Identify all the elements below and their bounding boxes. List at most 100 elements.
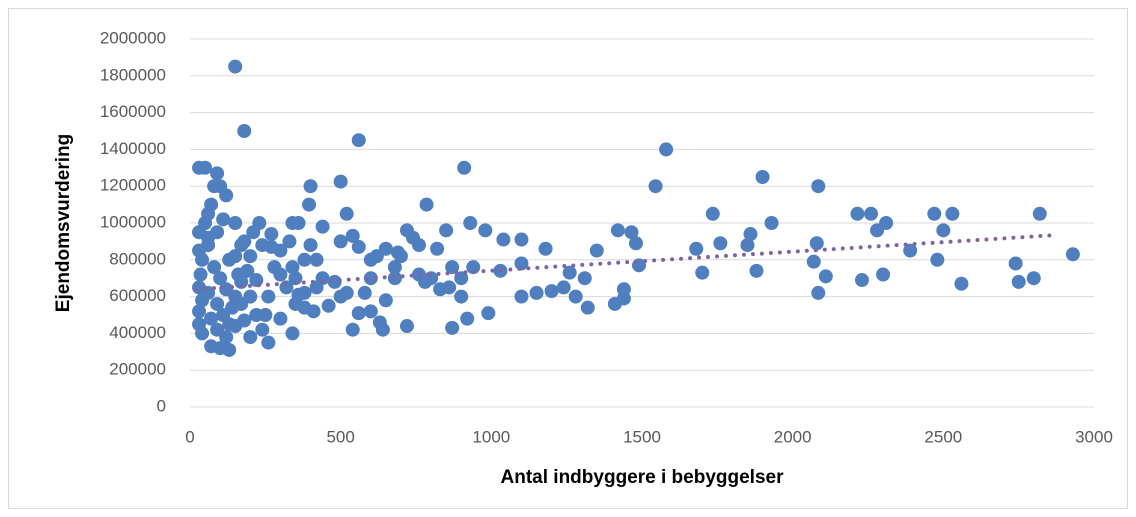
point xyxy=(234,296,249,311)
point xyxy=(339,206,354,221)
point xyxy=(345,228,360,243)
point xyxy=(201,230,216,245)
point xyxy=(927,206,942,221)
point xyxy=(285,326,300,341)
point xyxy=(616,291,631,306)
point xyxy=(854,273,869,288)
point xyxy=(930,252,945,267)
y-tick-label: 1000000 xyxy=(100,212,166,231)
point xyxy=(457,160,472,175)
point xyxy=(393,249,408,264)
point xyxy=(255,238,270,253)
point xyxy=(222,317,237,332)
point xyxy=(302,197,317,212)
point xyxy=(369,249,384,264)
point xyxy=(577,271,592,286)
point xyxy=(1008,256,1023,271)
point xyxy=(309,252,324,267)
point xyxy=(228,249,243,264)
point xyxy=(192,317,207,332)
point xyxy=(936,223,951,238)
point xyxy=(204,339,219,354)
point xyxy=(327,274,342,289)
x-tick-label: 1500 xyxy=(623,427,661,446)
point xyxy=(610,223,625,238)
x-tick-label: 0 xyxy=(185,427,194,446)
point xyxy=(258,308,273,322)
point xyxy=(357,285,372,300)
y-tick-label: 1400000 xyxy=(100,139,166,158)
x-tick-label: 500 xyxy=(326,427,354,446)
point xyxy=(749,263,764,278)
point xyxy=(562,265,577,280)
point xyxy=(228,216,243,230)
point xyxy=(864,206,879,221)
point xyxy=(237,124,252,138)
point xyxy=(213,271,228,286)
point xyxy=(1065,247,1080,262)
point xyxy=(193,267,208,282)
point xyxy=(345,322,360,337)
y-tick-label: 1800000 xyxy=(100,65,166,84)
point xyxy=(285,260,300,275)
point xyxy=(192,304,207,319)
point xyxy=(228,59,243,74)
trendline xyxy=(194,232,1060,292)
point xyxy=(273,243,288,258)
point xyxy=(264,227,279,242)
point xyxy=(198,216,213,230)
point xyxy=(514,289,529,304)
point xyxy=(568,289,583,304)
point xyxy=(372,315,387,330)
point xyxy=(273,311,288,326)
point xyxy=(624,225,639,240)
point xyxy=(811,179,826,194)
point xyxy=(463,216,478,230)
y-tick-label: 400000 xyxy=(109,323,166,342)
point xyxy=(445,320,460,335)
y-tick-label: 0 xyxy=(157,396,166,415)
point xyxy=(204,197,219,212)
point xyxy=(387,260,402,275)
point xyxy=(809,236,824,251)
point xyxy=(580,300,595,315)
point xyxy=(954,276,969,291)
point xyxy=(378,293,393,308)
point xyxy=(876,267,891,282)
point xyxy=(764,216,779,230)
point xyxy=(282,234,297,249)
point xyxy=(351,306,366,321)
point xyxy=(243,249,258,264)
point xyxy=(705,206,720,221)
x-tick-label: 2500 xyxy=(924,427,962,446)
point xyxy=(445,260,460,275)
point xyxy=(216,212,231,227)
point xyxy=(333,234,348,249)
point xyxy=(806,254,821,269)
x-axis-title: Antal indbyggere i bebyggelser xyxy=(501,467,785,488)
point xyxy=(1032,206,1047,221)
point xyxy=(231,267,246,282)
point xyxy=(442,280,457,295)
point xyxy=(291,287,306,302)
point xyxy=(514,232,529,247)
y-axis-title: Ejendomsvurdering xyxy=(53,134,74,312)
point xyxy=(351,133,366,148)
point xyxy=(713,236,728,251)
point xyxy=(1026,271,1041,286)
point xyxy=(743,227,758,242)
point xyxy=(648,179,663,194)
point xyxy=(818,269,833,284)
y-tick-label: 1600000 xyxy=(100,102,166,121)
point xyxy=(514,256,529,271)
y-tick-label: 800000 xyxy=(109,249,166,268)
point xyxy=(261,289,276,304)
point xyxy=(363,304,378,319)
point xyxy=(207,260,222,275)
point xyxy=(430,241,445,256)
point xyxy=(321,298,336,313)
point xyxy=(496,232,511,247)
point xyxy=(339,285,354,300)
y-tick-label: 2000000 xyxy=(100,28,166,47)
